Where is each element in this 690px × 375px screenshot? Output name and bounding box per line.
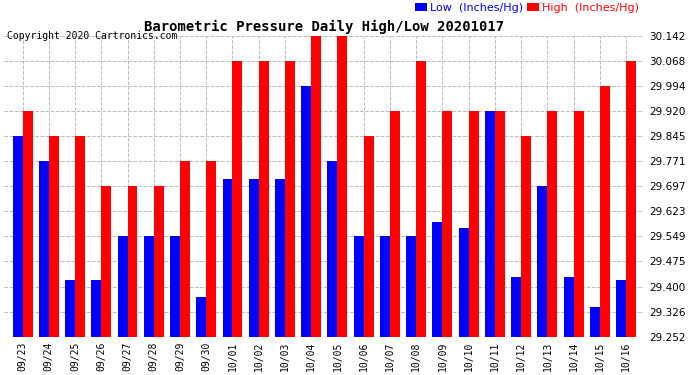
Legend: Low  (Inches/Hg), High  (Inches/Hg): Low (Inches/Hg), High (Inches/Hg) [415, 3, 639, 13]
Bar [459, 228, 469, 337]
Bar [433, 222, 442, 337]
Title: Barometric Pressure Daily High/Low 20201017: Barometric Pressure Daily High/Low 20201… [144, 20, 504, 34]
Bar [511, 276, 521, 337]
Bar [442, 111, 453, 337]
Bar [248, 178, 259, 337]
Bar [180, 161, 190, 337]
Bar [521, 136, 531, 337]
Bar [170, 236, 180, 337]
Bar [285, 61, 295, 337]
Bar [626, 61, 636, 337]
Bar [233, 61, 242, 337]
Bar [275, 178, 285, 337]
Bar [144, 236, 154, 337]
Bar [337, 36, 347, 337]
Bar [12, 136, 23, 337]
Bar [23, 111, 32, 337]
Bar [538, 186, 547, 337]
Bar [65, 280, 75, 337]
Bar [328, 161, 337, 337]
Bar [354, 236, 364, 337]
Bar [495, 111, 505, 337]
Bar [206, 161, 216, 337]
Bar [485, 111, 495, 337]
Bar [128, 186, 137, 337]
Text: Copyright 2020 Cartronics.com: Copyright 2020 Cartronics.com [7, 32, 177, 41]
Bar [117, 236, 128, 337]
Bar [573, 111, 584, 337]
Bar [600, 86, 610, 337]
Bar [364, 136, 374, 337]
Bar [196, 297, 206, 337]
Bar [590, 307, 600, 337]
Bar [380, 236, 390, 337]
Bar [302, 86, 311, 337]
Bar [91, 280, 101, 337]
Bar [547, 111, 558, 337]
Bar [39, 161, 49, 337]
Bar [564, 276, 573, 337]
Bar [390, 111, 400, 337]
Bar [154, 186, 164, 337]
Bar [311, 36, 321, 337]
Bar [469, 111, 479, 337]
Bar [101, 186, 111, 337]
Bar [49, 136, 59, 337]
Bar [616, 280, 626, 337]
Bar [222, 178, 233, 337]
Bar [259, 61, 268, 337]
Bar [75, 136, 85, 337]
Bar [416, 61, 426, 337]
Bar [406, 236, 416, 337]
